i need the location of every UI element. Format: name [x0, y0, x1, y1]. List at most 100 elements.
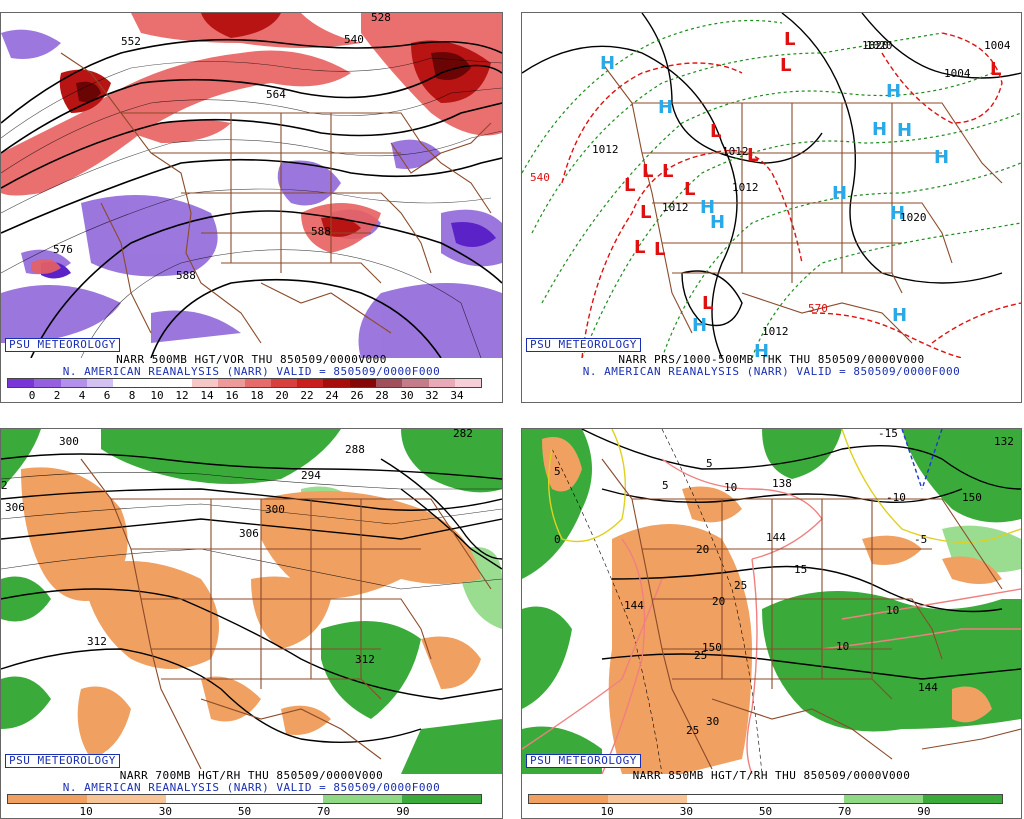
colorbar-tick-label: 70 — [838, 805, 852, 818]
high-pressure-symbol: H — [872, 119, 887, 140]
caption-line1: NARR PRS/1000-500MB THK THU 850509/0000V… — [618, 353, 925, 366]
colorbar-tick-label: 50 — [237, 805, 252, 818]
colorbar-segment — [165, 379, 192, 387]
high-pressure-symbol: H — [658, 97, 673, 118]
contour-label: 132 — [994, 435, 1014, 448]
low-pressure-symbol: L — [642, 161, 653, 182]
contour-label: 528 — [371, 13, 391, 24]
colorbar-segment — [244, 795, 324, 803]
low-pressure-symbol: L — [990, 59, 1001, 80]
colorbar-segment — [34, 379, 61, 387]
contour-label: 144 — [624, 599, 644, 612]
low-pressure-symbol: L — [747, 145, 758, 166]
contour-label: 576 — [53, 243, 73, 256]
colorbar-segment — [607, 795, 687, 803]
contour-label: 25 — [686, 724, 699, 737]
colorbar-tick-label: 30 — [679, 805, 693, 818]
colorbar-tick-label: 2 — [53, 389, 61, 402]
contour-label: 1012 — [762, 325, 789, 338]
caption-line1: NARR 500MB HGT/VOR THU 850509/0000V000 — [116, 353, 387, 366]
high-pressure-symbol: H — [890, 203, 905, 224]
contour-label: 300 — [265, 503, 285, 516]
contour-label: 306 — [5, 501, 25, 514]
contour-label: 1012 — [662, 201, 689, 214]
colorbar-tick-label: 0 — [28, 389, 36, 402]
colorbar-tick-label: 6 — [103, 389, 111, 402]
psu-meteorology-label: PSU METEOROLOGY — [526, 338, 641, 352]
colorbar-tick-label: 16 — [225, 389, 239, 402]
contour-label: 282 — [453, 429, 473, 440]
low-pressure-symbol: L — [654, 239, 665, 260]
panel-850mb-temperature-humidity: -15 -10 -5 0 5 5 5 10 10 10 15 20 20 25 … — [521, 428, 1022, 819]
high-pressure-symbol: H — [710, 212, 725, 233]
contour-label: -5 — [914, 533, 927, 546]
psu-meteorology-label: PSU METEOROLOGY — [5, 754, 120, 768]
low-pressure-symbol: L — [640, 202, 651, 223]
contour-label: 10 — [724, 481, 737, 494]
contour-label: -15 — [878, 429, 898, 440]
low-pressure-symbol: L — [662, 161, 673, 182]
panel-700mb-humidity: 300 306 288 294 300 306 312 312 282 2 PS… — [0, 428, 503, 819]
colorbar-segment — [349, 379, 376, 387]
colorbar-tick-label: 32 — [425, 389, 439, 402]
map-700mb-humidity: 300 306 288 294 300 306 312 312 282 2 — [1, 429, 502, 774]
contour-label: 1004 — [984, 39, 1011, 52]
contour-label: 288 — [345, 443, 365, 456]
high-pressure-symbol: H — [897, 120, 912, 141]
panel-500mb-vorticity: 552 540 528 564 576 588 588 PSU METEOROL… — [0, 12, 503, 403]
colorbar-ticks: 10 30 50 70 90 — [7, 805, 482, 818]
colorbar-segment — [402, 379, 429, 387]
contour-label: 20 — [696, 543, 709, 556]
contour-label: 5 — [706, 457, 713, 470]
colorbar-segment — [8, 795, 87, 803]
colorbar-tick-label: 34 — [450, 389, 464, 402]
colorbar-segment — [113, 379, 140, 387]
colorbar-tick-label: 8 — [128, 389, 136, 402]
colorbar-tick-label: 22 — [300, 389, 314, 402]
contour-label: 144 — [766, 531, 786, 544]
contour-label: 312 — [87, 635, 107, 648]
colorbar-tick-label: 20 — [275, 389, 289, 402]
colorbar-tick-label: 14 — [200, 389, 214, 402]
colorbar-segment — [323, 795, 403, 803]
low-pressure-symbol: L — [780, 55, 791, 76]
contour-label: 144 — [918, 681, 938, 694]
high-pressure-symbol: H — [700, 197, 715, 218]
colorbar-tick-label: 90 — [917, 805, 931, 818]
colorbar-segment — [923, 795, 1002, 803]
contour-label: 30 — [706, 715, 719, 728]
contour-label: 5 — [662, 479, 669, 492]
colorbar-tick-label: 10 — [79, 805, 93, 818]
colorbar-segment — [686, 795, 766, 803]
contour-label: 0 — [554, 533, 561, 546]
psu-meteorology-label: PSU METEOROLOGY — [526, 754, 641, 768]
contour-label: 1020 — [862, 39, 889, 52]
contour-label: 1012 — [722, 145, 749, 158]
contour-label: 138 — [772, 477, 792, 490]
caption-line1: NARR 850MB HGT/T/RH THU 850509/0000V000 — [632, 769, 911, 782]
contour-label: 552 — [121, 35, 141, 48]
colorbar-tick-label: 30 — [400, 389, 414, 402]
psu-meteorology-label: PSU METEOROLOGY — [5, 338, 120, 352]
contour-label: 540 — [530, 171, 550, 184]
low-pressure-symbol: L — [702, 293, 713, 314]
contour-label: 306 — [239, 527, 259, 540]
contour-label: 294 — [301, 469, 321, 482]
low-pressure-symbol: L — [684, 179, 695, 200]
contour-label: 150 — [962, 491, 982, 504]
contour-label: 150 — [702, 641, 722, 654]
colorbar-segment — [139, 379, 166, 387]
panel-sea-level-pressure-thickness: H H H H H H H H H H H H H L L L L L L L … — [521, 12, 1022, 403]
low-pressure-symbol: L — [634, 237, 645, 258]
colorbar-segment — [86, 379, 114, 387]
colorbar-segment — [323, 379, 350, 387]
colorbar-segment — [297, 379, 324, 387]
colorbar — [528, 794, 1003, 804]
colorbar-tick-label: 10 — [150, 389, 164, 402]
colorbar-segment — [428, 379, 455, 387]
contour-label: -10 — [886, 491, 906, 504]
high-pressure-symbol: H — [892, 305, 907, 326]
colorbar-tick-label: 12 — [175, 389, 189, 402]
colorbar-ticks: 10 30 50 70 90 — [528, 805, 1003, 818]
colorbar-segment — [765, 795, 845, 803]
